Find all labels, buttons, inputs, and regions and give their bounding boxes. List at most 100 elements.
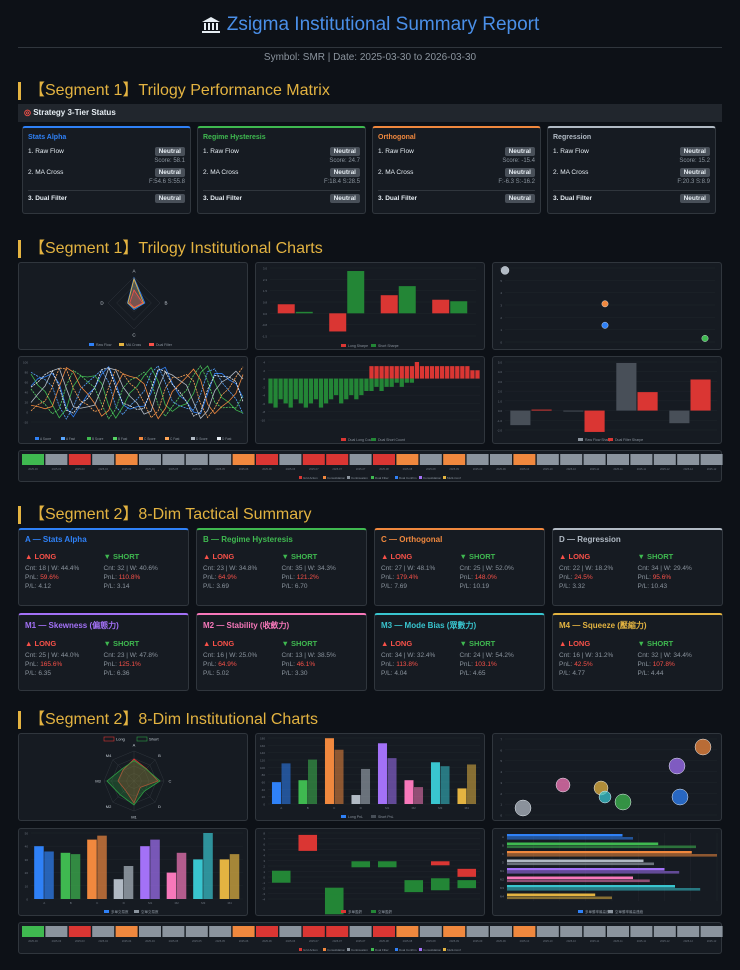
bar <box>329 313 347 332</box>
strip-date: 2025-08 <box>426 467 436 471</box>
bubble-point <box>668 757 686 775</box>
bar <box>273 378 278 408</box>
tick-label: 1.0 <box>498 399 503 403</box>
signal-cell <box>139 926 161 937</box>
bar <box>176 852 187 899</box>
legend-label: Dual Confirm <box>399 948 417 952</box>
s1-bars-chart: 3.0 2.3 1.5 0.8 0.0 -0.8 -1.5 Long Sharpe Short … <box>262 267 476 348</box>
signal-cell <box>45 926 68 937</box>
signal-cell <box>302 926 325 937</box>
bar <box>293 378 298 400</box>
report-title: Zsigma Institutional Summary Report <box>18 14 722 36</box>
legend-label: Continuation <box>351 476 368 480</box>
short-label: ▼ SHORT <box>103 639 140 648</box>
signal-cell <box>68 454 91 465</box>
tick-label: D <box>123 901 126 905</box>
radar-spoke <box>112 780 135 803</box>
legend-swatch <box>371 438 376 441</box>
long-count: Cnt: 23 | W: 34.8% <box>203 565 258 572</box>
radar-axis-label: M2 <box>106 804 112 809</box>
bar <box>389 366 394 379</box>
strip-date: 2025-12 <box>660 939 670 943</box>
radar-axis-label: M4 <box>106 753 112 758</box>
legend-label: Dual Filter <box>375 948 389 952</box>
bar <box>318 378 324 408</box>
bubble-point <box>694 738 712 756</box>
status-badge: Neutral <box>504 193 535 203</box>
tick-label: 4 <box>500 770 502 774</box>
legend-swatch <box>113 437 117 440</box>
bar <box>295 311 313 314</box>
legend-swatch <box>608 910 613 913</box>
tick-label: 0 <box>263 377 265 381</box>
short-pl: P/L: 10.43 <box>637 583 668 590</box>
tier-raw-label: 1. Raw Flow <box>28 147 64 155</box>
signal-cell <box>115 926 138 937</box>
legend-label: 空單盈虧 <box>378 909 392 914</box>
s1-diverge-chart: 4 2 0 -2 -4 -6 -8 -10 Dual Long Count Dual Short … <box>261 361 480 442</box>
tier-card-3: Orthogonal 1. Raw Flow Neutral Score: -15… <box>372 126 541 214</box>
tick-label: C <box>96 901 99 905</box>
bar <box>150 839 160 899</box>
dim-card-3: C — Orthogonal ▲ LONG Cnt: 27 | W: 48.1%… <box>374 528 545 606</box>
tick-label: 0 <box>263 803 265 807</box>
bar <box>507 888 701 891</box>
signal-cell <box>139 454 161 465</box>
tick-label: 4 <box>263 854 265 858</box>
long-count: Cnt: 16 | W: 31.2% <box>559 652 614 659</box>
short-pnl-label: PnL: <box>103 574 119 581</box>
strip-date: 2025-06 <box>239 467 249 471</box>
bar <box>394 378 399 383</box>
tick-label: 80 <box>25 371 29 375</box>
legend-label: 多單交易數 <box>111 909 129 914</box>
tick-label: 2 <box>500 792 502 796</box>
long-pnl-label: PnL: <box>381 661 397 668</box>
short-pnl-label: PnL: <box>459 661 475 668</box>
bar <box>429 366 435 379</box>
bar <box>430 861 450 866</box>
long-count: Cnt: 18 | W: 44.4% <box>25 565 80 572</box>
strip-date: 2025-03 <box>28 467 38 471</box>
bar <box>465 366 470 379</box>
tick-label: 8 <box>263 832 265 836</box>
legend-swatch <box>578 910 583 913</box>
bubble-point <box>614 793 632 811</box>
bar <box>467 764 477 804</box>
tick-label: -2.0 <box>497 429 503 433</box>
tick-label: A <box>43 901 45 905</box>
tick-label: -0.8 <box>262 323 268 327</box>
bar <box>507 893 596 897</box>
s1-lines-panel: 100 80 60 40 20 0 -20 A Score A Fast B Score B Fas… <box>18 356 248 444</box>
s2-radar-panel: A B C D M1 M2 M3 M4 Long Short <box>18 733 248 821</box>
tier-ma-sub: F:18.4 S:28.5 <box>323 179 360 185</box>
tick-label: 160 <box>260 744 265 748</box>
bar <box>507 871 680 874</box>
tick-label: 5 <box>263 848 265 852</box>
strip-date: 2025-03 <box>28 939 38 943</box>
short-count: Cnt: 25 | W: 52.0% <box>459 565 514 572</box>
bar <box>384 378 389 387</box>
signal-cell <box>349 926 372 937</box>
radar-ring <box>107 276 161 330</box>
bar <box>374 366 379 379</box>
bar <box>455 366 460 379</box>
bar <box>298 834 318 851</box>
legend-label: Multi-Conf <box>447 948 461 952</box>
bar <box>414 362 420 379</box>
strip-date: 2025-08 <box>403 939 413 943</box>
scatter-point <box>601 300 609 308</box>
long-label: ▲ LONG <box>559 639 591 648</box>
legend-swatch <box>341 815 346 818</box>
bar <box>507 834 623 837</box>
short-pl: P/L: 3.30 <box>281 670 308 677</box>
section-title-s2-charts: 【Segment 2】8-Dim Institutional Charts <box>18 711 722 729</box>
bar <box>445 366 450 379</box>
tick-label: 140 <box>260 751 265 755</box>
tier-ma-label: 2. MA Cross <box>203 168 239 176</box>
bubble-point <box>671 788 689 806</box>
radar-axis-label: M3 <box>95 779 101 784</box>
tick-label: 2.0 <box>498 390 503 394</box>
strip-date: 2025-10 <box>520 939 530 943</box>
s2-pnl-chart: A B C D M1 M2 M3 M4 180 160 140 120 100 80 60 40 20 0 Long… <box>260 737 480 819</box>
bar <box>507 879 650 883</box>
